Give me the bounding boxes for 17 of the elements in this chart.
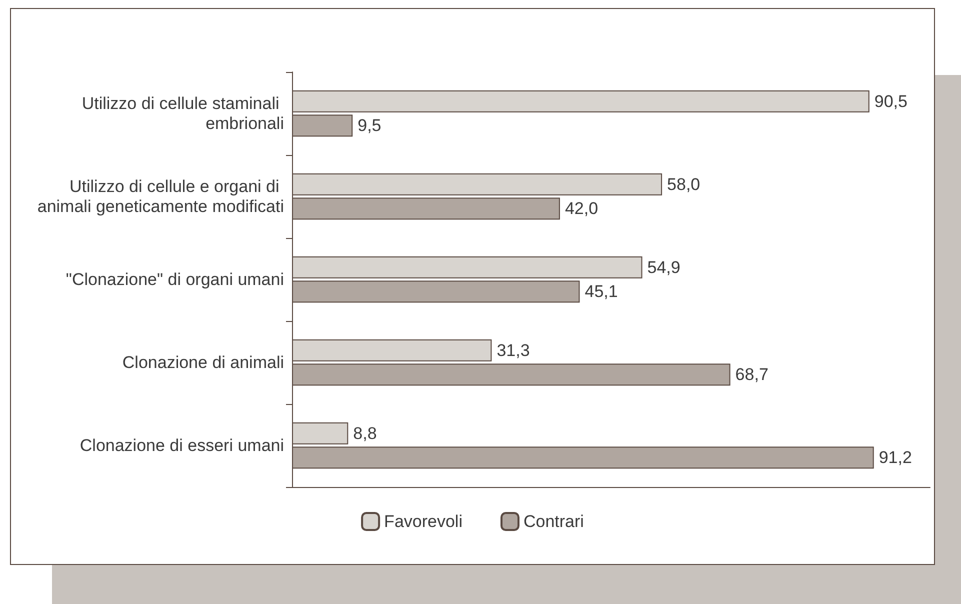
data-label: 54,9 (647, 258, 680, 277)
data-label: 68,7 (735, 365, 768, 384)
data-label: 90,5 (874, 92, 908, 111)
y-tick-label: Clonazione di animali (122, 353, 284, 372)
data-label: 42,0 (564, 199, 598, 218)
y-tick-label: Utilizzo di cellule staminali embrionali (82, 94, 284, 133)
data-label: 45,1 (584, 282, 618, 302)
data-label: 9,5 (358, 116, 382, 136)
data-label: 58,0 (667, 174, 700, 194)
y-tick-label: "Clonazione" di organi umani (66, 270, 284, 289)
y-tick-label: Clonazione di esseri umani (80, 436, 284, 455)
data-label: 91,2 (878, 448, 912, 468)
y-tick-label: Utilizzo di cellule e organi di animali geneticamente modificati (37, 177, 284, 216)
data-label: 31,3 (496, 340, 530, 360)
data-label: 8,8 (353, 424, 377, 443)
legend-label: Contrari (523, 512, 584, 531)
legend-label: Favorevoli (384, 512, 462, 531)
